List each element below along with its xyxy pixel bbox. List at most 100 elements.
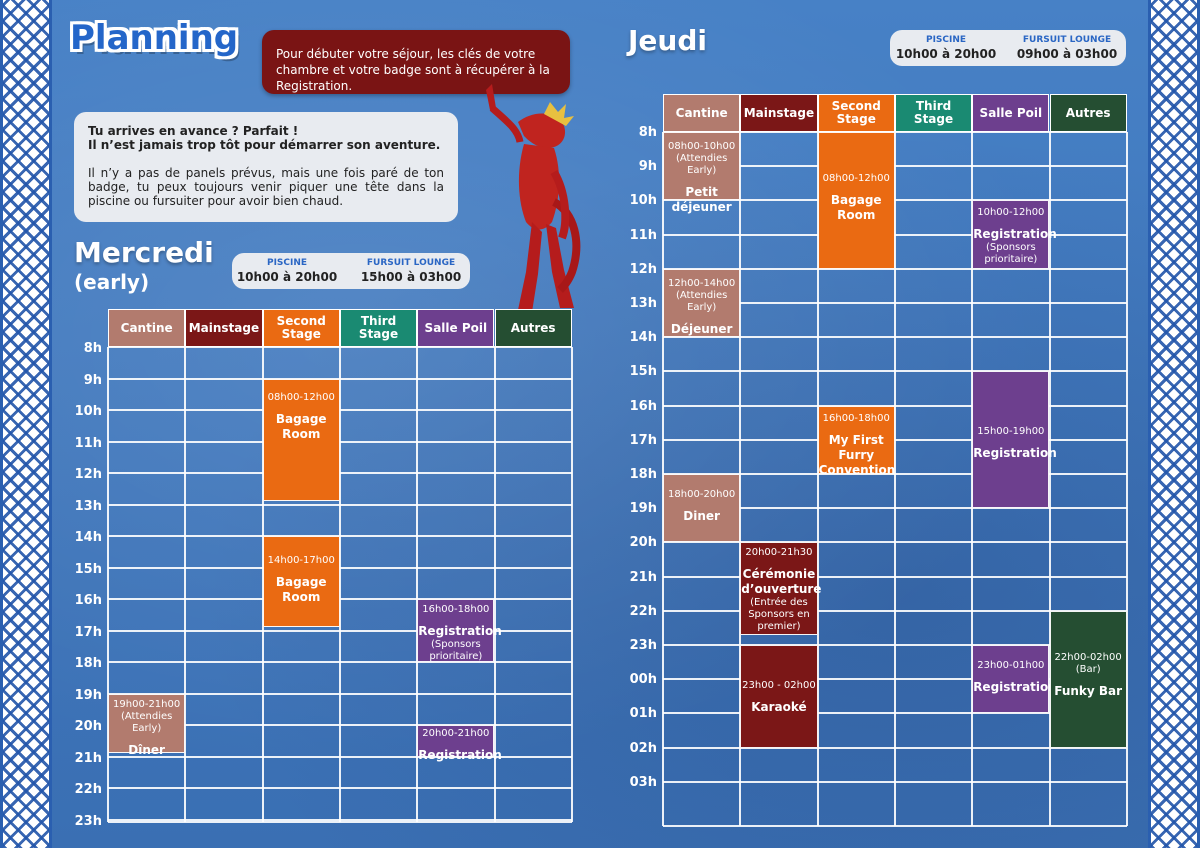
early-line2: Il n’est jamais trop tôt pour démarrer s… bbox=[88, 138, 441, 152]
event-note: (Sponsors prioritaire) bbox=[429, 639, 483, 662]
mercredi-hour-label: 19h bbox=[74, 688, 102, 703]
mercredi-fursuit-hours: 15h00 à 03h00 bbox=[360, 270, 462, 284]
mercredi-grid-hline bbox=[108, 693, 572, 695]
mercredi-grid-hline bbox=[108, 472, 572, 474]
mercredi-grid-vline bbox=[338, 347, 341, 822]
jeudi-col-header-mainstage: Mainstage bbox=[740, 94, 818, 132]
jeudi-event-j1[interactable]: 08h00-10h00 (Attendies Early) Petit déjeun… bbox=[663, 132, 741, 214]
event-note: (Entrée des Sponsors en premier) bbox=[748, 597, 810, 633]
jeudi-event-j9[interactable]: 23h00 - 02h00 Karaoké bbox=[740, 645, 818, 748]
mercredi-piscine-hours: 10h00 à 20h00 bbox=[236, 270, 338, 284]
event-name: Bagage Room bbox=[275, 411, 327, 441]
jeudi-event-j11[interactable]: 22h00-02h00 (Bar) Funky Bar bbox=[1049, 610, 1127, 748]
event-time: 23h00 - 02h00 bbox=[742, 680, 816, 691]
jeudi-hour-label: 02h bbox=[629, 741, 657, 756]
jeudi-hour-label: 18h bbox=[629, 467, 657, 482]
mercredi-hour-label: 12h bbox=[74, 467, 102, 482]
jeudi-event-j6[interactable]: 15h00-19h00 Registration bbox=[972, 371, 1057, 509]
jeudi-grid-hline bbox=[663, 747, 1127, 749]
event-name: Cérémonie d’ouverture bbox=[741, 567, 822, 597]
mercredi-grid-hline bbox=[108, 504, 572, 506]
early-info-bubble: Tu arrives en avance ? Parfait ! Il n’es… bbox=[74, 112, 458, 222]
jeudi-grid-hline bbox=[663, 610, 1127, 612]
jeudi-grid-hline bbox=[663, 199, 1127, 201]
event-name: Diner bbox=[683, 509, 720, 523]
mercredi-grid-vline bbox=[184, 347, 187, 822]
mercredi-col-header-cantine: Cantine bbox=[108, 309, 186, 347]
event-name: Karaoké bbox=[751, 700, 807, 714]
jeudi-event-j8[interactable]: 20h00-21h30 Cérémonie d’ouverture (Entrée … bbox=[740, 542, 822, 635]
jeudi-event-j5[interactable]: 16h00-18h00 My First Furry Convention bbox=[817, 405, 895, 477]
jeudi-hour-label: 9h bbox=[638, 159, 657, 174]
jeudi-fursuit-label: FURSUIT LOUNGE bbox=[1022, 35, 1112, 45]
jeudi-grid-vline bbox=[1048, 132, 1051, 826]
mercredi-grid-hline bbox=[108, 346, 572, 348]
event-time: 19h00-21h00 bbox=[113, 698, 181, 710]
jeudi-hour-label: 14h bbox=[629, 330, 657, 345]
jeudi-hour-label: 21h bbox=[629, 570, 657, 585]
jeudi-hour-label: 16h bbox=[629, 399, 657, 414]
jeudi-grid-hline bbox=[663, 131, 1127, 133]
jeudi-grid-hline bbox=[663, 302, 1127, 304]
event-time: 08h00-10h00 bbox=[668, 141, 736, 152]
celtic-border-right bbox=[1148, 0, 1200, 848]
mercredi-info-box: PISCINE 10h00 à 20h00 FURSUIT LOUNGE 15h… bbox=[232, 253, 470, 289]
jeudi-event-j7[interactable]: 18h00-20h00 Diner bbox=[663, 474, 741, 543]
jeudi-grid-hline bbox=[663, 781, 1127, 783]
mercredi-hour-label: 8h bbox=[83, 341, 102, 356]
celtic-border-left bbox=[0, 0, 52, 848]
jeudi-event-j4[interactable]: 12h00-14h00 (Attendies Early) Déjeuner bbox=[663, 268, 741, 338]
jeudi-hour-label: 17h bbox=[629, 433, 657, 448]
event-time: 16h00-18h00 bbox=[822, 412, 890, 424]
mercredi-grid-vline bbox=[493, 347, 496, 822]
event-name: Bagage Room bbox=[830, 193, 882, 222]
mercredi-grid-hline bbox=[108, 630, 572, 632]
mercredi-subtitle: (early) bbox=[74, 270, 150, 294]
jeudi-col-header-autres: Autres bbox=[1049, 94, 1127, 132]
event-time: 10h00-12h00 bbox=[977, 207, 1045, 219]
jeudi-hour-label: 11h bbox=[629, 228, 657, 243]
jeudi-event-j3[interactable]: 10h00-12h00 Registration (Sponsors priorit… bbox=[972, 200, 1057, 269]
mercredi-grid-vline bbox=[416, 347, 419, 822]
mercredi-grid-hline bbox=[108, 409, 572, 411]
event-name: My First Furry Convention bbox=[818, 432, 896, 477]
mercredi-event-m3[interactable]: 16h00-18h00 Registration (Sponsors priorit… bbox=[417, 599, 502, 662]
mercredi-hour-label: 14h bbox=[74, 530, 102, 545]
mercredi-hour-label: 20h bbox=[74, 719, 102, 734]
mercredi-event-m2[interactable]: 14h00-17h00 Bagage Room bbox=[262, 536, 340, 628]
jeudi-grid-hline bbox=[663, 234, 1127, 236]
mercredi-col-header-second: Second Stage bbox=[262, 309, 340, 347]
event-time: 08h00-12h00 bbox=[822, 173, 890, 184]
mercredi-grid-hline bbox=[108, 661, 572, 663]
early-paragraph: Il n’y a pas de panels prévus, mais une … bbox=[88, 166, 444, 208]
jeudi-grid-hline bbox=[663, 678, 1127, 680]
mercredi-grid-vline bbox=[107, 347, 109, 822]
jeudi-grid-hline bbox=[663, 439, 1127, 441]
event-name: Registration bbox=[418, 748, 502, 762]
mercredi-grid-hline bbox=[108, 535, 572, 537]
event-time: 12h00-14h00 bbox=[668, 277, 736, 289]
event-time: 14h00-17h00 bbox=[267, 555, 335, 566]
jeudi-event-j10[interactable]: 23h00-01h00 Registration bbox=[972, 645, 1057, 714]
jeudi-grid-hline bbox=[663, 405, 1127, 407]
mercredi-fursuit-label: FURSUIT LOUNGE bbox=[366, 258, 456, 268]
mercredi-col-header-mainstage: Mainstage bbox=[185, 309, 263, 347]
event-note: (Sponsors prioritaire) bbox=[984, 242, 1038, 266]
page-title: Planning bbox=[70, 18, 239, 58]
jeudi-grid-hline bbox=[663, 644, 1127, 646]
jeudi-event-j2[interactable]: 08h00-12h00 Bagage Room bbox=[817, 132, 895, 269]
mercredi-piscine-label: PISCINE bbox=[266, 258, 308, 268]
mercredi-event-m1[interactable]: 08h00-12h00 Bagage Room bbox=[262, 378, 340, 502]
event-time: 16h00-18h00 bbox=[422, 604, 490, 615]
event-name: Registration bbox=[973, 227, 1057, 242]
event-name: Petit déjeuner bbox=[671, 185, 732, 214]
jeudi-piscine-label: PISCINE bbox=[925, 35, 967, 45]
jeudi-col-header-salle: Salle Poil bbox=[972, 94, 1050, 132]
event-name: Registration bbox=[973, 680, 1057, 694]
jeudi-grid-hline bbox=[663, 336, 1127, 338]
mercredi-event-m5[interactable]: 20h00-21h00 Registration bbox=[417, 725, 502, 762]
jeudi-fursuit-hours: 09h00 à 03h00 bbox=[1016, 47, 1118, 61]
mercredi-grid-hline bbox=[108, 787, 572, 789]
mercredi-event-m4[interactable]: 19h00-21h00 (Attendies Early) Dîner bbox=[108, 693, 186, 757]
event-name: Funky Bar bbox=[1054, 683, 1123, 698]
